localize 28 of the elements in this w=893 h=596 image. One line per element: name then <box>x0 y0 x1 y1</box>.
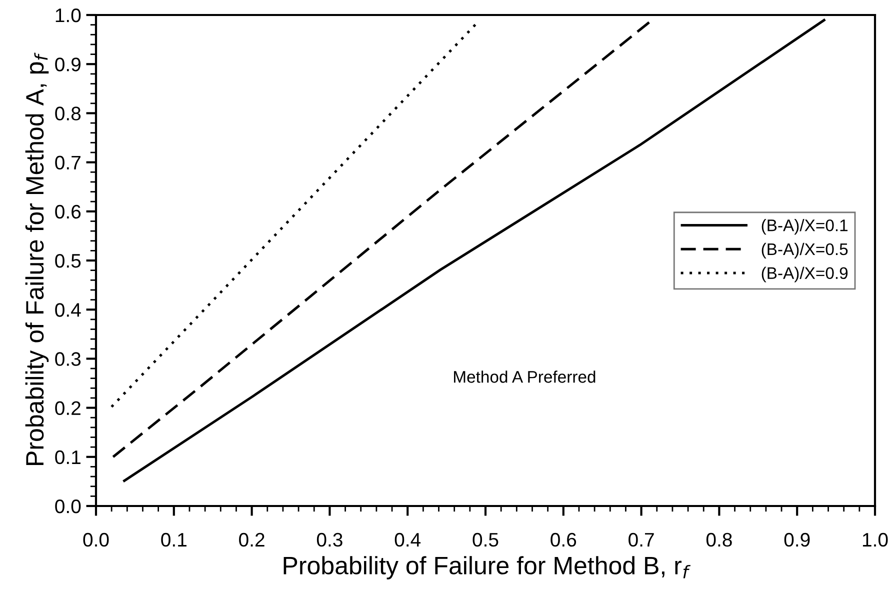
x-axis-title: Probability of Failure for Method B, r$_{f}$ <box>284 556 691 580</box>
x-tick-label: 0.1 <box>161 532 186 547</box>
y-tick-label: 0.8 <box>55 106 81 120</box>
x-tick-label: 0.9 <box>784 532 810 547</box>
x-tick-label: 0.4 <box>394 532 421 547</box>
y-tick-label: 0.0 <box>55 499 81 514</box>
x-tick-label: 0.0 <box>83 532 109 547</box>
annotation: Method A Preferred <box>454 370 596 383</box>
x-tick-label: 0.8 <box>706 532 732 547</box>
legend-label: (B-A)/X=0.9 <box>762 266 848 282</box>
x-tick-label: 0.6 <box>550 532 576 547</box>
y-tick-label: 0.4 <box>55 303 81 317</box>
y-tick-label: 0.3 <box>55 352 81 366</box>
y-tick-label: 0.1 <box>55 450 80 464</box>
y-tick-label: 0.6 <box>55 204 81 219</box>
x-tick-label: 0.7 <box>628 532 654 547</box>
legend-label: (B-A)/X=0.5 <box>762 242 848 258</box>
x-tick-label: 0.2 <box>239 532 264 547</box>
legend-label: (B-A)/X=0.1 <box>762 219 848 235</box>
x-tick-label: 0.5 <box>472 532 498 547</box>
y-tick-label: 0.2 <box>55 401 80 416</box>
y-tick-label: 0.9 <box>55 58 80 72</box>
x-tick-label: 0.3 <box>316 532 342 547</box>
y-tick-label: 0.7 <box>55 156 80 170</box>
y-tick-label: 1.0 <box>56 8 81 22</box>
x-tick-label: 1.0 <box>862 532 888 547</box>
y-axis-title: Probability of Failure for Method A, p$_{f}$ <box>25 52 49 465</box>
y-tick-label: 0.5 <box>55 254 81 268</box>
